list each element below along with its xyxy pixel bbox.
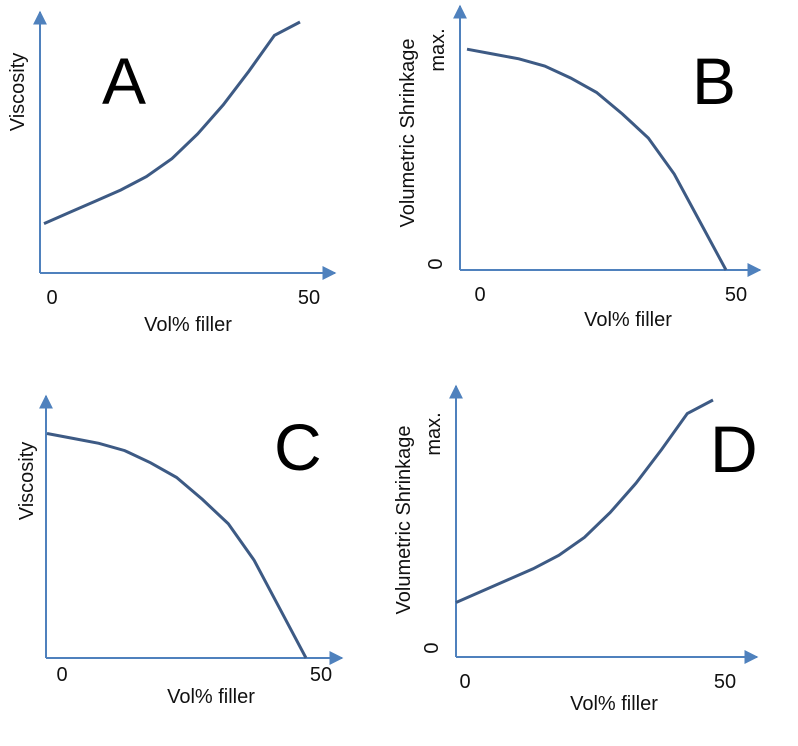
panel-a-xlabel: Vol% filler — [144, 314, 232, 336]
panel-b-ytick-0: 0 — [425, 258, 447, 269]
panel-b-ylabel: Volumetric Shrinkage — [397, 39, 419, 228]
panel-c-letter: C — [274, 410, 322, 484]
panel-d-xtick-0: 0 — [459, 671, 470, 693]
panel-b: B Volumetric Shrinkage max. 0 Vol% fille… — [397, 4, 762, 331]
panel-a-xtick-0: 0 — [46, 287, 57, 309]
panel-a-letter: A — [102, 44, 146, 118]
panel-c-xtick-1: 50 — [310, 664, 332, 686]
panel-b-curve — [466, 47, 728, 271]
panel-d-letter: D — [710, 412, 758, 486]
panel-b-xtick-0: 0 — [474, 284, 485, 306]
panel-a-xtick-1: 50 — [298, 287, 320, 309]
panel-a: A Viscosity Vol% filler 0 50 — [7, 10, 337, 336]
panel-d-ylabel: Volumetric Shrinkage — [393, 426, 415, 615]
panel-a-curve — [43, 20, 301, 225]
panel-c: C Viscosity Vol% filler 0 50 — [16, 394, 344, 708]
panel-b-letter: B — [692, 44, 736, 118]
panel-d-xtick-1: 50 — [714, 671, 736, 693]
panel-a-ylabel: Viscosity — [7, 53, 29, 132]
panel-d-ytick-max: max. — [423, 412, 445, 455]
panel-d: D Volumetric Shrinkage max. 0 Vol% fille… — [393, 384, 759, 715]
panel-d-ytick-0: 0 — [421, 642, 443, 653]
panel-c-curve — [46, 432, 308, 659]
panel-b-xlabel: Vol% filler — [584, 309, 672, 331]
panel-c-ylabel: Viscosity — [16, 442, 38, 521]
panel-c-xtick-0: 0 — [56, 664, 67, 686]
panel-c-xlabel: Vol% filler — [167, 686, 255, 708]
panel-b-xtick-1: 50 — [725, 284, 747, 306]
panel-b-ytick-max: max. — [427, 28, 449, 71]
panel-d-xlabel: Vol% filler — [570, 693, 658, 715]
panel-d-curve — [455, 398, 714, 604]
